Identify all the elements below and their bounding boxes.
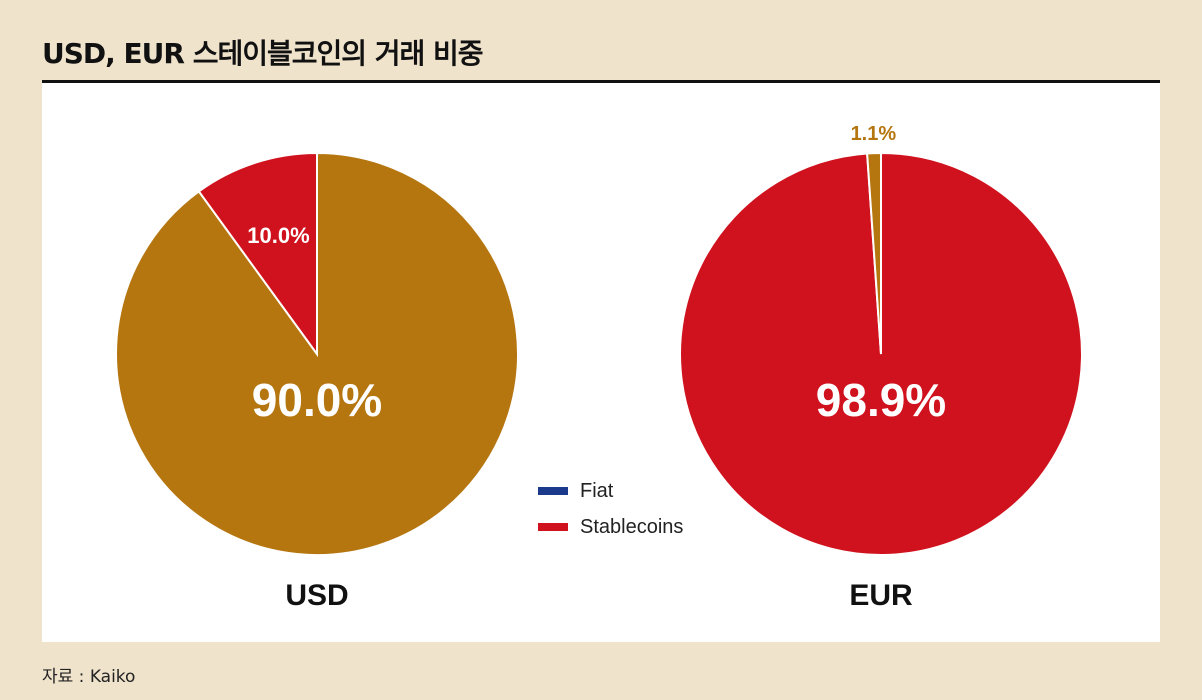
usd-slice-label-1: 10.0% <box>247 223 309 248</box>
chart-title: USD, EUR 스테이블코인의 거래 비중 <box>42 37 484 70</box>
legend-swatch-fiat <box>538 487 568 495</box>
legend: Fiat Stablecoins <box>538 473 683 545</box>
eur-slice-1 <box>866 151 882 355</box>
usd-slice-1 <box>197 151 318 358</box>
source-note: 자료 : Kaiko <box>42 667 136 687</box>
legend-swatch-stablecoins <box>538 523 568 531</box>
usd-slice-label-0: 90.0% <box>252 374 382 426</box>
eur-pie-svg: 98.9% 1.1% <box>679 123 1083 556</box>
usd-pie-chart: 90.0% 10.0% <box>115 151 519 556</box>
usd-pie-svg: 90.0% 10.0% <box>115 151 519 556</box>
legend-item-stablecoins: Stablecoins <box>538 509 683 545</box>
eur-pie-name: EUR <box>849 579 913 612</box>
chart-panel: 90.0% 10.0% USD 98.9% 1.1% EUR Fiat Stable… <box>42 83 1160 642</box>
eur-pie-chart: 98.9% 1.1% <box>679 123 1083 556</box>
legend-item-fiat: Fiat <box>538 473 683 509</box>
title-underline <box>42 80 1160 83</box>
legend-label-stablecoins: Stablecoins <box>580 515 684 538</box>
usd-pie-name: USD <box>285 579 349 612</box>
legend-label-fiat: Fiat <box>580 479 614 502</box>
eur-slice-label-1: 1.1% <box>851 123 897 145</box>
eur-slice-label-0: 98.9% <box>816 374 946 426</box>
